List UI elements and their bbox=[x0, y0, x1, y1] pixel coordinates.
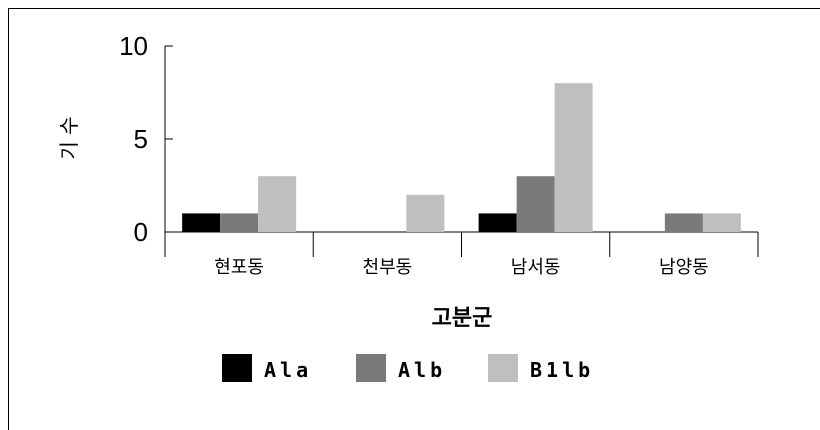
x-tick-label: 남서동 bbox=[511, 257, 561, 278]
legend-swatch-b1lb bbox=[488, 354, 518, 382]
legend-swatch-alb bbox=[356, 354, 386, 382]
bar-b1lb-4 bbox=[702, 213, 741, 232]
x-axis-title: 고분군 bbox=[432, 306, 493, 331]
y-tick-label: 10 bbox=[119, 31, 148, 61]
bar-alb-4 bbox=[664, 213, 703, 232]
bar-b1lb-3 bbox=[554, 83, 593, 232]
y-tick-label: 0 bbox=[134, 217, 148, 247]
bars bbox=[182, 83, 741, 232]
labels: 0 5 10 현포동 천부동 남서동 남양동 bbox=[119, 31, 709, 278]
legend: Ala Alb B1lb bbox=[222, 354, 594, 382]
x-tick-label: 현포동 bbox=[214, 257, 264, 278]
chart-frame bbox=[8, 8, 820, 430]
bar-ala-1 bbox=[182, 213, 221, 232]
bar-ala-3 bbox=[478, 213, 517, 232]
bar-alb-1 bbox=[220, 213, 259, 232]
legend-label-ala: Ala bbox=[264, 358, 312, 382]
y-axis-title: 기 수 bbox=[57, 116, 81, 159]
legend-label-alb: Alb bbox=[398, 358, 446, 382]
bar-b1lb-2 bbox=[406, 194, 445, 232]
x-tick-label: 천부동 bbox=[363, 257, 413, 278]
x-tick-label: 남양동 bbox=[659, 257, 709, 278]
legend-swatch-ala bbox=[222, 354, 252, 382]
bar-alb-3 bbox=[516, 176, 555, 232]
y-tick-label: 5 bbox=[134, 124, 148, 154]
bar-b1lb-1 bbox=[258, 176, 297, 232]
legend-label-b1lb: B1lb bbox=[530, 358, 594, 382]
